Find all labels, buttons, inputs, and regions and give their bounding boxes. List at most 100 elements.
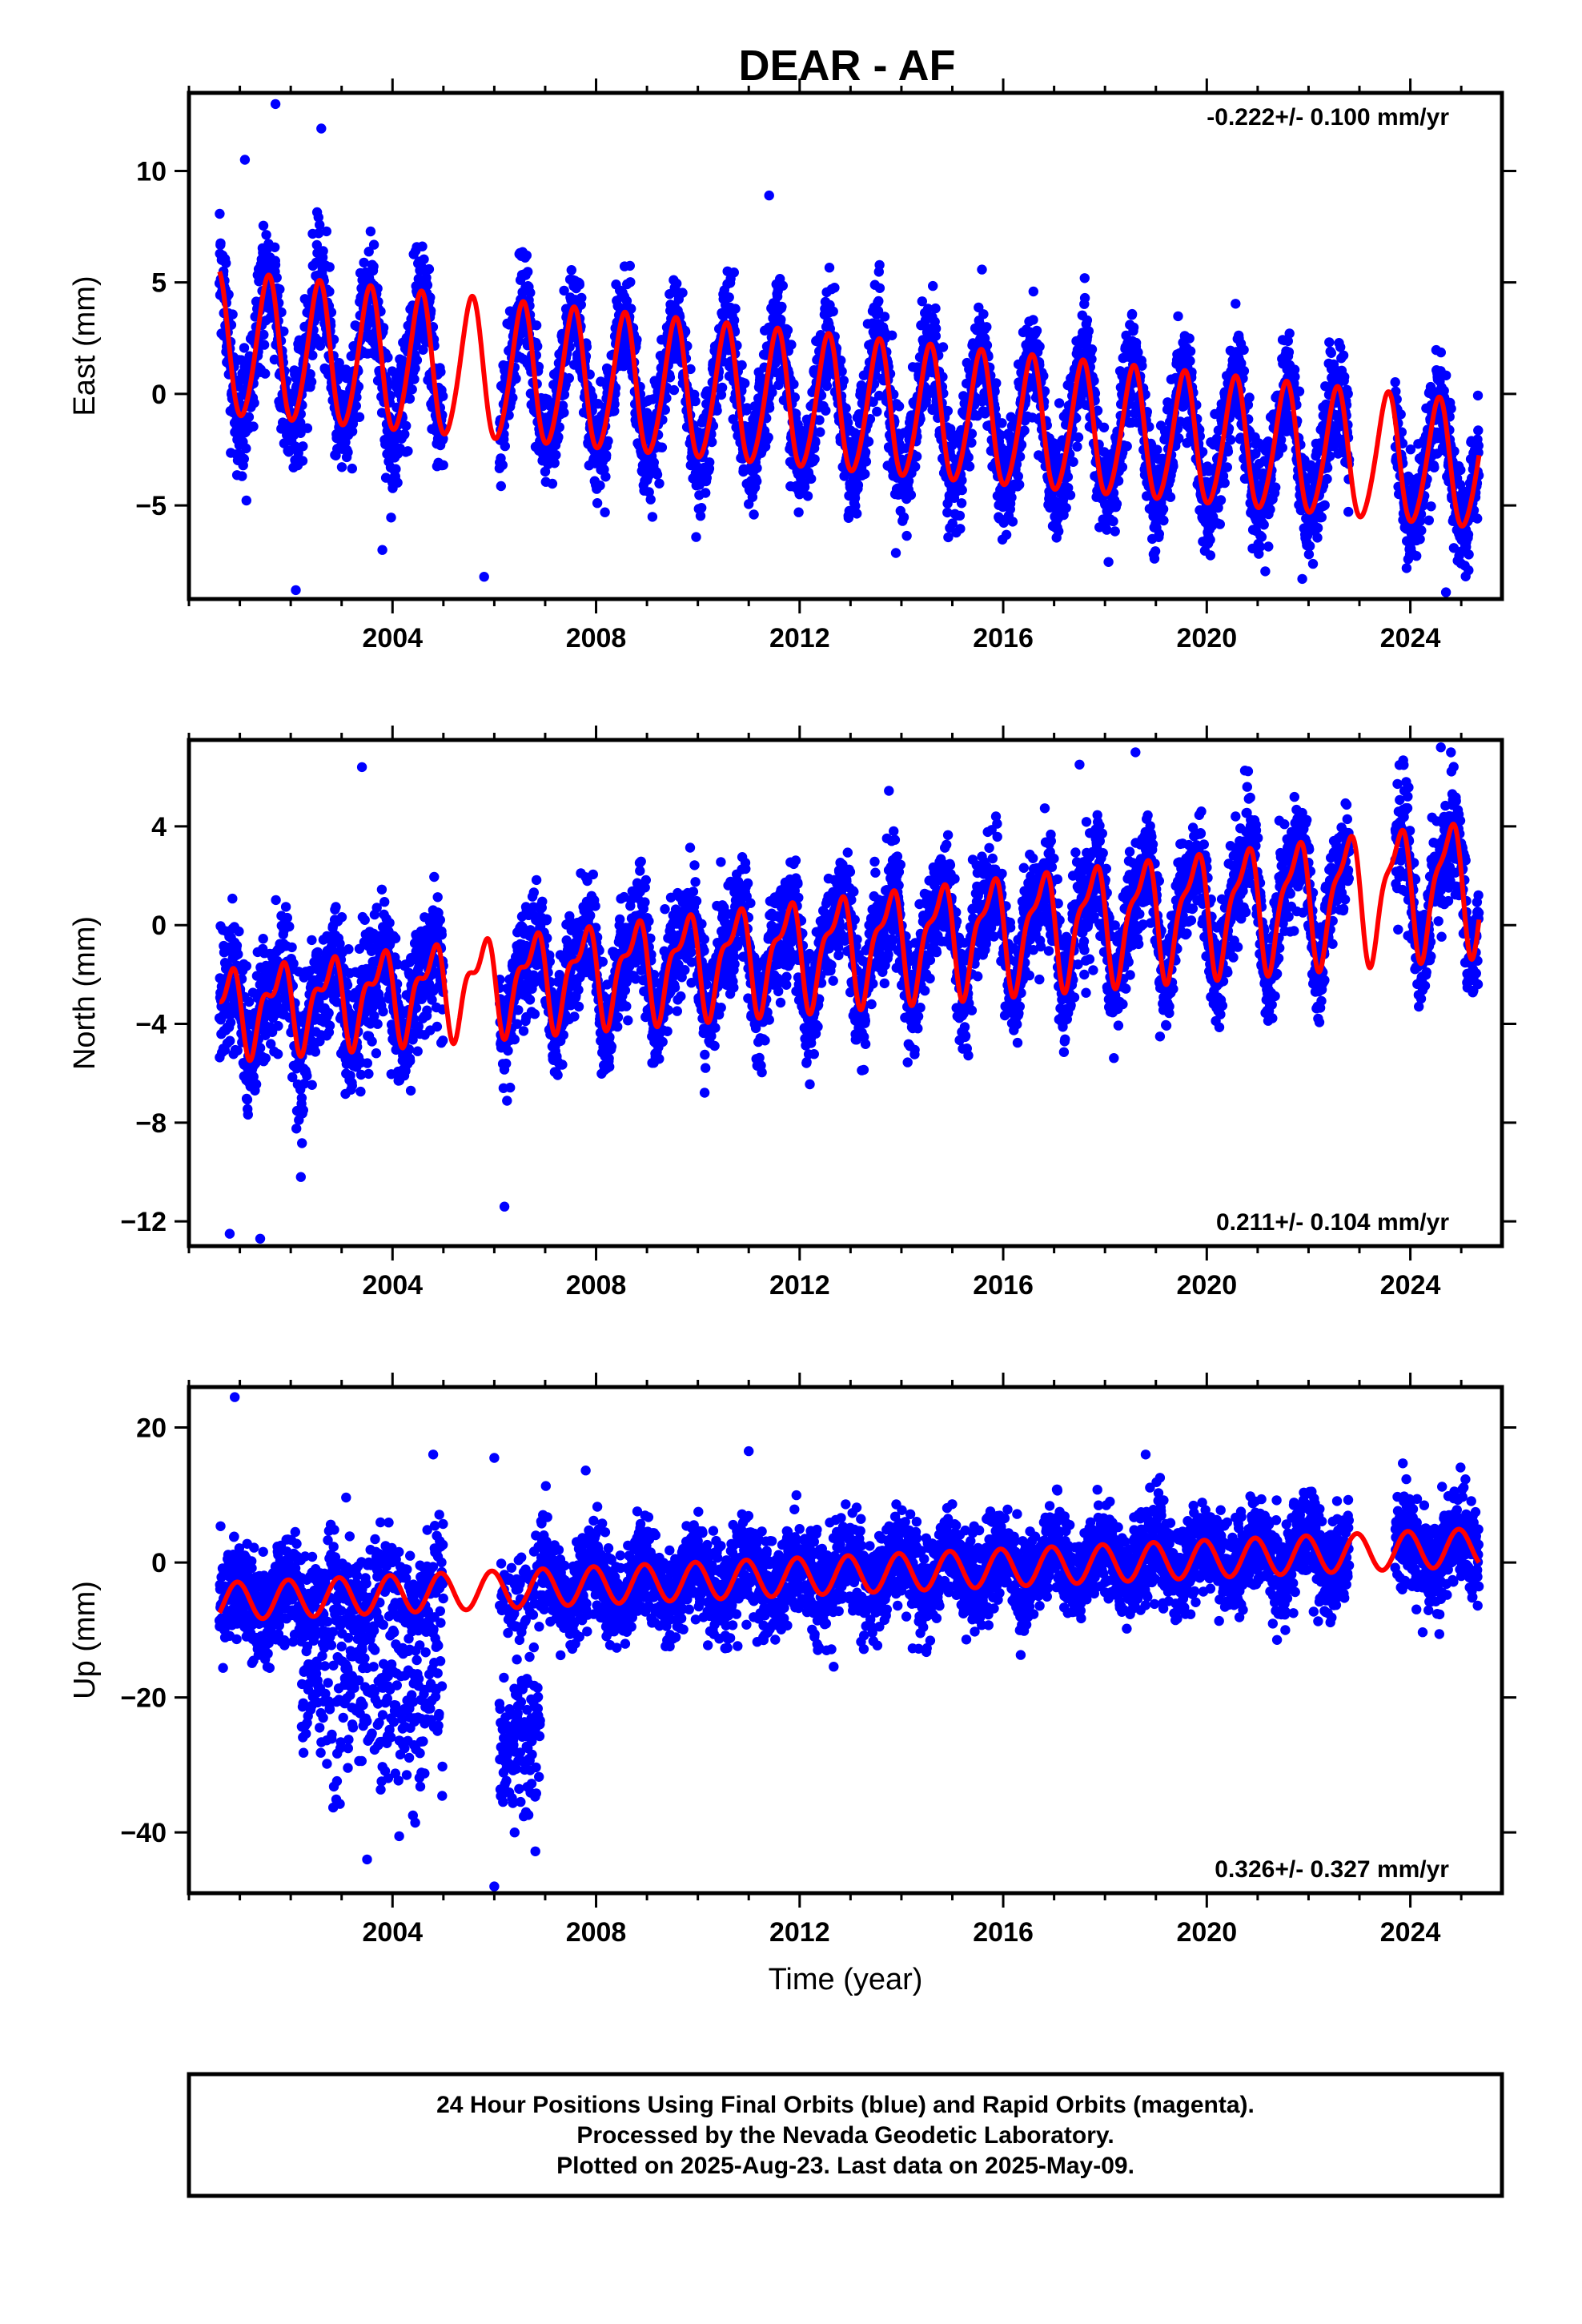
data-point — [422, 279, 433, 291]
data-point — [829, 283, 840, 293]
data-point — [1411, 551, 1422, 561]
data-point — [421, 272, 432, 283]
data-point — [307, 350, 318, 360]
data-point — [821, 405, 831, 416]
data-point — [438, 391, 448, 401]
data-point — [964, 461, 975, 472]
data-point — [806, 473, 817, 485]
data-point — [789, 379, 799, 389]
data-point — [1297, 573, 1307, 585]
data-point — [763, 432, 773, 443]
data-point — [1065, 490, 1076, 501]
data-point — [1079, 292, 1090, 304]
data-point — [365, 226, 376, 237]
data-point — [963, 452, 974, 463]
data-point — [1260, 566, 1271, 577]
data-point — [997, 418, 1007, 428]
data-point — [729, 315, 740, 326]
data-point — [1339, 372, 1350, 382]
data-point — [354, 412, 365, 422]
data-point — [1231, 299, 1241, 309]
data-point — [1343, 506, 1354, 517]
data-point — [647, 512, 658, 522]
data-point — [410, 363, 420, 374]
data-point — [1219, 477, 1230, 489]
data-point — [566, 265, 576, 275]
data-point — [1244, 392, 1255, 403]
data-point — [600, 472, 611, 482]
data-point — [347, 463, 357, 474]
data-point — [872, 406, 882, 417]
data-point — [1263, 541, 1274, 552]
data-point — [705, 457, 715, 468]
data-point — [1316, 512, 1327, 523]
data-point — [1079, 273, 1090, 283]
data-point — [315, 340, 326, 351]
data-point — [1322, 473, 1332, 485]
data-point — [215, 238, 226, 248]
data-point — [424, 263, 435, 275]
data-point — [1110, 526, 1120, 537]
data-point — [1415, 534, 1425, 545]
data-point — [279, 326, 289, 336]
data-point — [403, 446, 413, 456]
data-point — [311, 239, 322, 251]
data-point — [1215, 495, 1227, 505]
data-point — [587, 392, 598, 402]
data-point — [717, 382, 728, 393]
data-point — [1226, 435, 1236, 445]
data-point — [496, 480, 506, 492]
data-point — [860, 468, 870, 480]
data-point — [852, 509, 862, 519]
data-point — [815, 427, 825, 437]
data-point — [417, 241, 428, 251]
data-point — [521, 250, 532, 261]
data-point — [559, 285, 569, 296]
data-point — [508, 392, 518, 403]
data-point — [1158, 504, 1169, 514]
data-point — [324, 262, 335, 272]
data-point — [1390, 377, 1400, 388]
data-point — [777, 280, 788, 291]
data-point — [1158, 515, 1169, 526]
data-point — [497, 460, 508, 470]
data-point — [511, 373, 521, 384]
data-point — [601, 450, 612, 460]
data-point — [625, 277, 636, 287]
data-point — [799, 482, 810, 493]
data-point — [559, 408, 569, 418]
data-point — [887, 330, 897, 340]
data-point — [318, 246, 328, 256]
data-point — [957, 485, 967, 496]
data-point — [237, 471, 247, 481]
data-point — [724, 292, 734, 303]
data-point — [1312, 523, 1323, 533]
data-point — [1338, 350, 1349, 360]
data-point — [438, 460, 448, 470]
data-point — [241, 443, 251, 454]
data-point — [1150, 546, 1161, 557]
data-point — [1086, 354, 1097, 364]
data-point — [898, 512, 909, 523]
data-point — [368, 261, 379, 271]
data-point — [1054, 526, 1064, 537]
data-point — [305, 369, 315, 380]
data-point — [824, 263, 835, 273]
data-point — [1034, 341, 1045, 352]
data-point — [1072, 441, 1082, 452]
data-point — [930, 303, 941, 314]
data-point — [241, 495, 251, 506]
data-point — [1426, 501, 1436, 512]
data-point — [1319, 500, 1330, 510]
data-point — [874, 259, 885, 271]
data-point — [645, 494, 656, 505]
data-point — [418, 344, 428, 355]
data-point — [1284, 328, 1295, 339]
data-point — [1184, 333, 1195, 344]
data-point — [905, 489, 917, 501]
plot-area — [214, 99, 1484, 597]
data-point — [383, 352, 393, 363]
data-point — [861, 456, 872, 467]
data-point — [874, 283, 885, 293]
